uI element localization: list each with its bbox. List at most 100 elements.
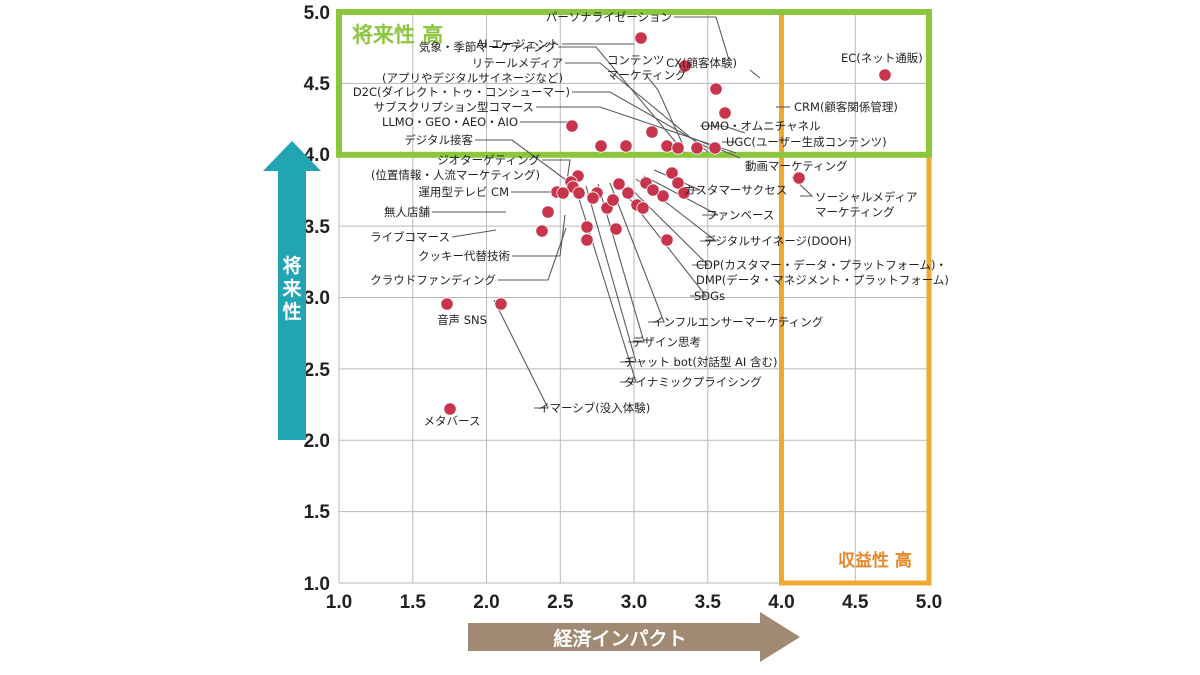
data-point[interactable] bbox=[586, 191, 600, 205]
label-weather: 気象・季節マーケティング bbox=[419, 40, 557, 54]
label-cdp-2: DMP(データ・マネジメント・プラットフォーム) bbox=[696, 273, 949, 287]
label-dyn-pricing: ダイナミックプライシング bbox=[624, 375, 762, 389]
impact-arrow-label: 経済インパクト bbox=[553, 627, 686, 650]
x-tick-1.0: 1.0 bbox=[326, 592, 352, 613]
profit-high-label: 収益性 高 bbox=[838, 550, 912, 571]
data-point[interactable] bbox=[718, 106, 732, 120]
label-content-2: マーケティング bbox=[607, 68, 687, 82]
future-high-label: 将来性 高 bbox=[352, 23, 443, 47]
data-point[interactable] bbox=[708, 141, 722, 155]
label-dooh: デジタルサイネージ(DOOH) bbox=[704, 234, 852, 248]
x-tick-5.0: 5.0 bbox=[916, 592, 942, 613]
data-point[interactable] bbox=[619, 139, 633, 153]
data-point[interactable] bbox=[646, 183, 660, 197]
label-cx: CX(顧客体験) bbox=[666, 56, 737, 70]
label-influencer: インフルエンサーマーケティング bbox=[652, 315, 824, 329]
x-axis-ticks: 1.0 1.5 2.0 2.5 3.0 3.5 4.0 4.5 5.0 bbox=[326, 592, 942, 613]
data-point[interactable] bbox=[541, 205, 555, 219]
future-arrow-char-1: 将 bbox=[282, 254, 301, 277]
data-points bbox=[440, 31, 892, 416]
label-d2c: D2C(ダイレクト・トゥ・コンシューマー) bbox=[353, 85, 570, 99]
data-point[interactable] bbox=[612, 177, 626, 191]
label-crm: CRM(顧客関係管理) bbox=[794, 100, 898, 114]
label-geo-2: (位置情報・人流マーケティング) bbox=[371, 168, 540, 182]
x-tick-1.5: 1.5 bbox=[400, 592, 427, 613]
data-point[interactable] bbox=[690, 141, 704, 155]
label-social-2: マーケティング bbox=[815, 205, 895, 219]
data-point[interactable] bbox=[671, 176, 685, 190]
x-tick-4.5: 4.5 bbox=[842, 592, 869, 613]
label-cdp-1: CDP(カスタマー・データ・プラットフォーム)・ bbox=[696, 258, 947, 272]
data-point[interactable] bbox=[660, 139, 674, 153]
label-retail-media-1: リテールメディア bbox=[472, 56, 563, 70]
y-tick-2.5: 2.5 bbox=[304, 360, 331, 381]
data-point[interactable] bbox=[660, 233, 674, 247]
data-point[interactable] bbox=[535, 224, 549, 238]
data-point[interactable] bbox=[440, 297, 454, 311]
label-subscription: サブスクリプション型コマース bbox=[374, 100, 534, 114]
label-sdgs: SDGs bbox=[694, 289, 725, 303]
x-tick-2.5: 2.5 bbox=[547, 592, 574, 613]
label-tv-cm: 運用型テレビ CM bbox=[418, 185, 509, 199]
label-chatbot: チャット bot(対話型 AI 含む) bbox=[624, 355, 777, 369]
data-point[interactable] bbox=[609, 222, 623, 236]
data-point[interactable] bbox=[636, 201, 650, 215]
future-high-box bbox=[336, 9, 932, 158]
data-point[interactable] bbox=[580, 220, 594, 234]
y-tick-5.0: 5.0 bbox=[304, 3, 330, 24]
label-social-1: ソーシャルメディア bbox=[815, 190, 917, 204]
y-tick-1.5: 1.5 bbox=[304, 502, 331, 523]
data-point[interactable] bbox=[606, 193, 620, 207]
data-point[interactable] bbox=[594, 139, 608, 153]
y-tick-1.0: 1.0 bbox=[304, 574, 330, 595]
data-point[interactable] bbox=[494, 297, 508, 311]
data-point[interactable] bbox=[621, 186, 635, 200]
label-immersive: イマーシブ(没入体験) bbox=[538, 401, 650, 415]
y-tick-3.5: 3.5 bbox=[304, 217, 331, 238]
label-unmanned: 無人店舗 bbox=[384, 205, 430, 219]
label-cookie-alt: クッキー代替技術 bbox=[418, 249, 510, 263]
data-point[interactable] bbox=[572, 186, 586, 200]
data-point[interactable] bbox=[677, 186, 691, 200]
label-retail-media-2: (アプリやデジタルサイネージなど) bbox=[382, 71, 563, 85]
data-point[interactable] bbox=[556, 186, 570, 200]
future-arrow-char-2: 来 bbox=[282, 278, 301, 300]
impact-arrow: 経済インパクト bbox=[468, 612, 800, 662]
y-tick-3.0: 3.0 bbox=[304, 288, 330, 309]
y-tick-4.5: 4.5 bbox=[304, 74, 331, 95]
x-tick-2.0: 2.0 bbox=[473, 592, 499, 613]
data-point[interactable] bbox=[878, 68, 892, 82]
data-point[interactable] bbox=[678, 59, 692, 73]
y-axis-ticks: 5.0 4.5 4.0 3.5 3.0 2.5 2.0 1.5 1.0 bbox=[304, 3, 331, 595]
label-geo-1: ジオターゲティング bbox=[437, 153, 540, 167]
label-llmo: LLMO・GEO・AEO・AIO bbox=[382, 115, 518, 129]
label-design: デザイン思考 bbox=[632, 335, 701, 349]
data-point[interactable] bbox=[565, 119, 579, 133]
label-digital-sekkyaku: デジタル接客 bbox=[404, 133, 473, 147]
label-metaverse: メタバース bbox=[424, 414, 481, 428]
label-omo: OMO・オムニチャネル bbox=[701, 119, 821, 133]
label-video-mkt: 動画マーケティング bbox=[745, 159, 848, 173]
y-tick-2.0: 2.0 bbox=[304, 431, 330, 452]
data-point[interactable] bbox=[580, 233, 594, 247]
label-voice-sns: 音声 SNS bbox=[437, 313, 487, 327]
label-live-commerce: ライブコマース bbox=[370, 230, 450, 244]
label-ugc: UGC(ユーザー生成コンテンツ) bbox=[726, 135, 887, 149]
data-point[interactable] bbox=[665, 166, 679, 180]
label-cust-success: カスタマーサクセス bbox=[684, 183, 787, 197]
data-point[interactable] bbox=[709, 82, 723, 96]
label-ec: EC(ネット通販) bbox=[841, 51, 923, 65]
data-point[interactable] bbox=[656, 189, 670, 203]
label-content-1: コンテンツ bbox=[607, 53, 665, 67]
data-point[interactable] bbox=[792, 171, 806, 185]
data-point[interactable] bbox=[671, 141, 685, 155]
x-tick-3.5: 3.5 bbox=[695, 592, 722, 613]
label-fanbase: ファンベース bbox=[706, 208, 774, 222]
label-crowdfunding: クラウドファンディング bbox=[370, 273, 496, 287]
data-point[interactable] bbox=[443, 402, 457, 416]
data-point[interactable] bbox=[634, 31, 648, 45]
point-labels: AI エージェント パーソナライゼーション 気象・季節マーケティング リテールメ… bbox=[353, 10, 949, 428]
data-point[interactable] bbox=[645, 125, 659, 139]
future-arrow: 将 来 性 bbox=[263, 141, 321, 440]
